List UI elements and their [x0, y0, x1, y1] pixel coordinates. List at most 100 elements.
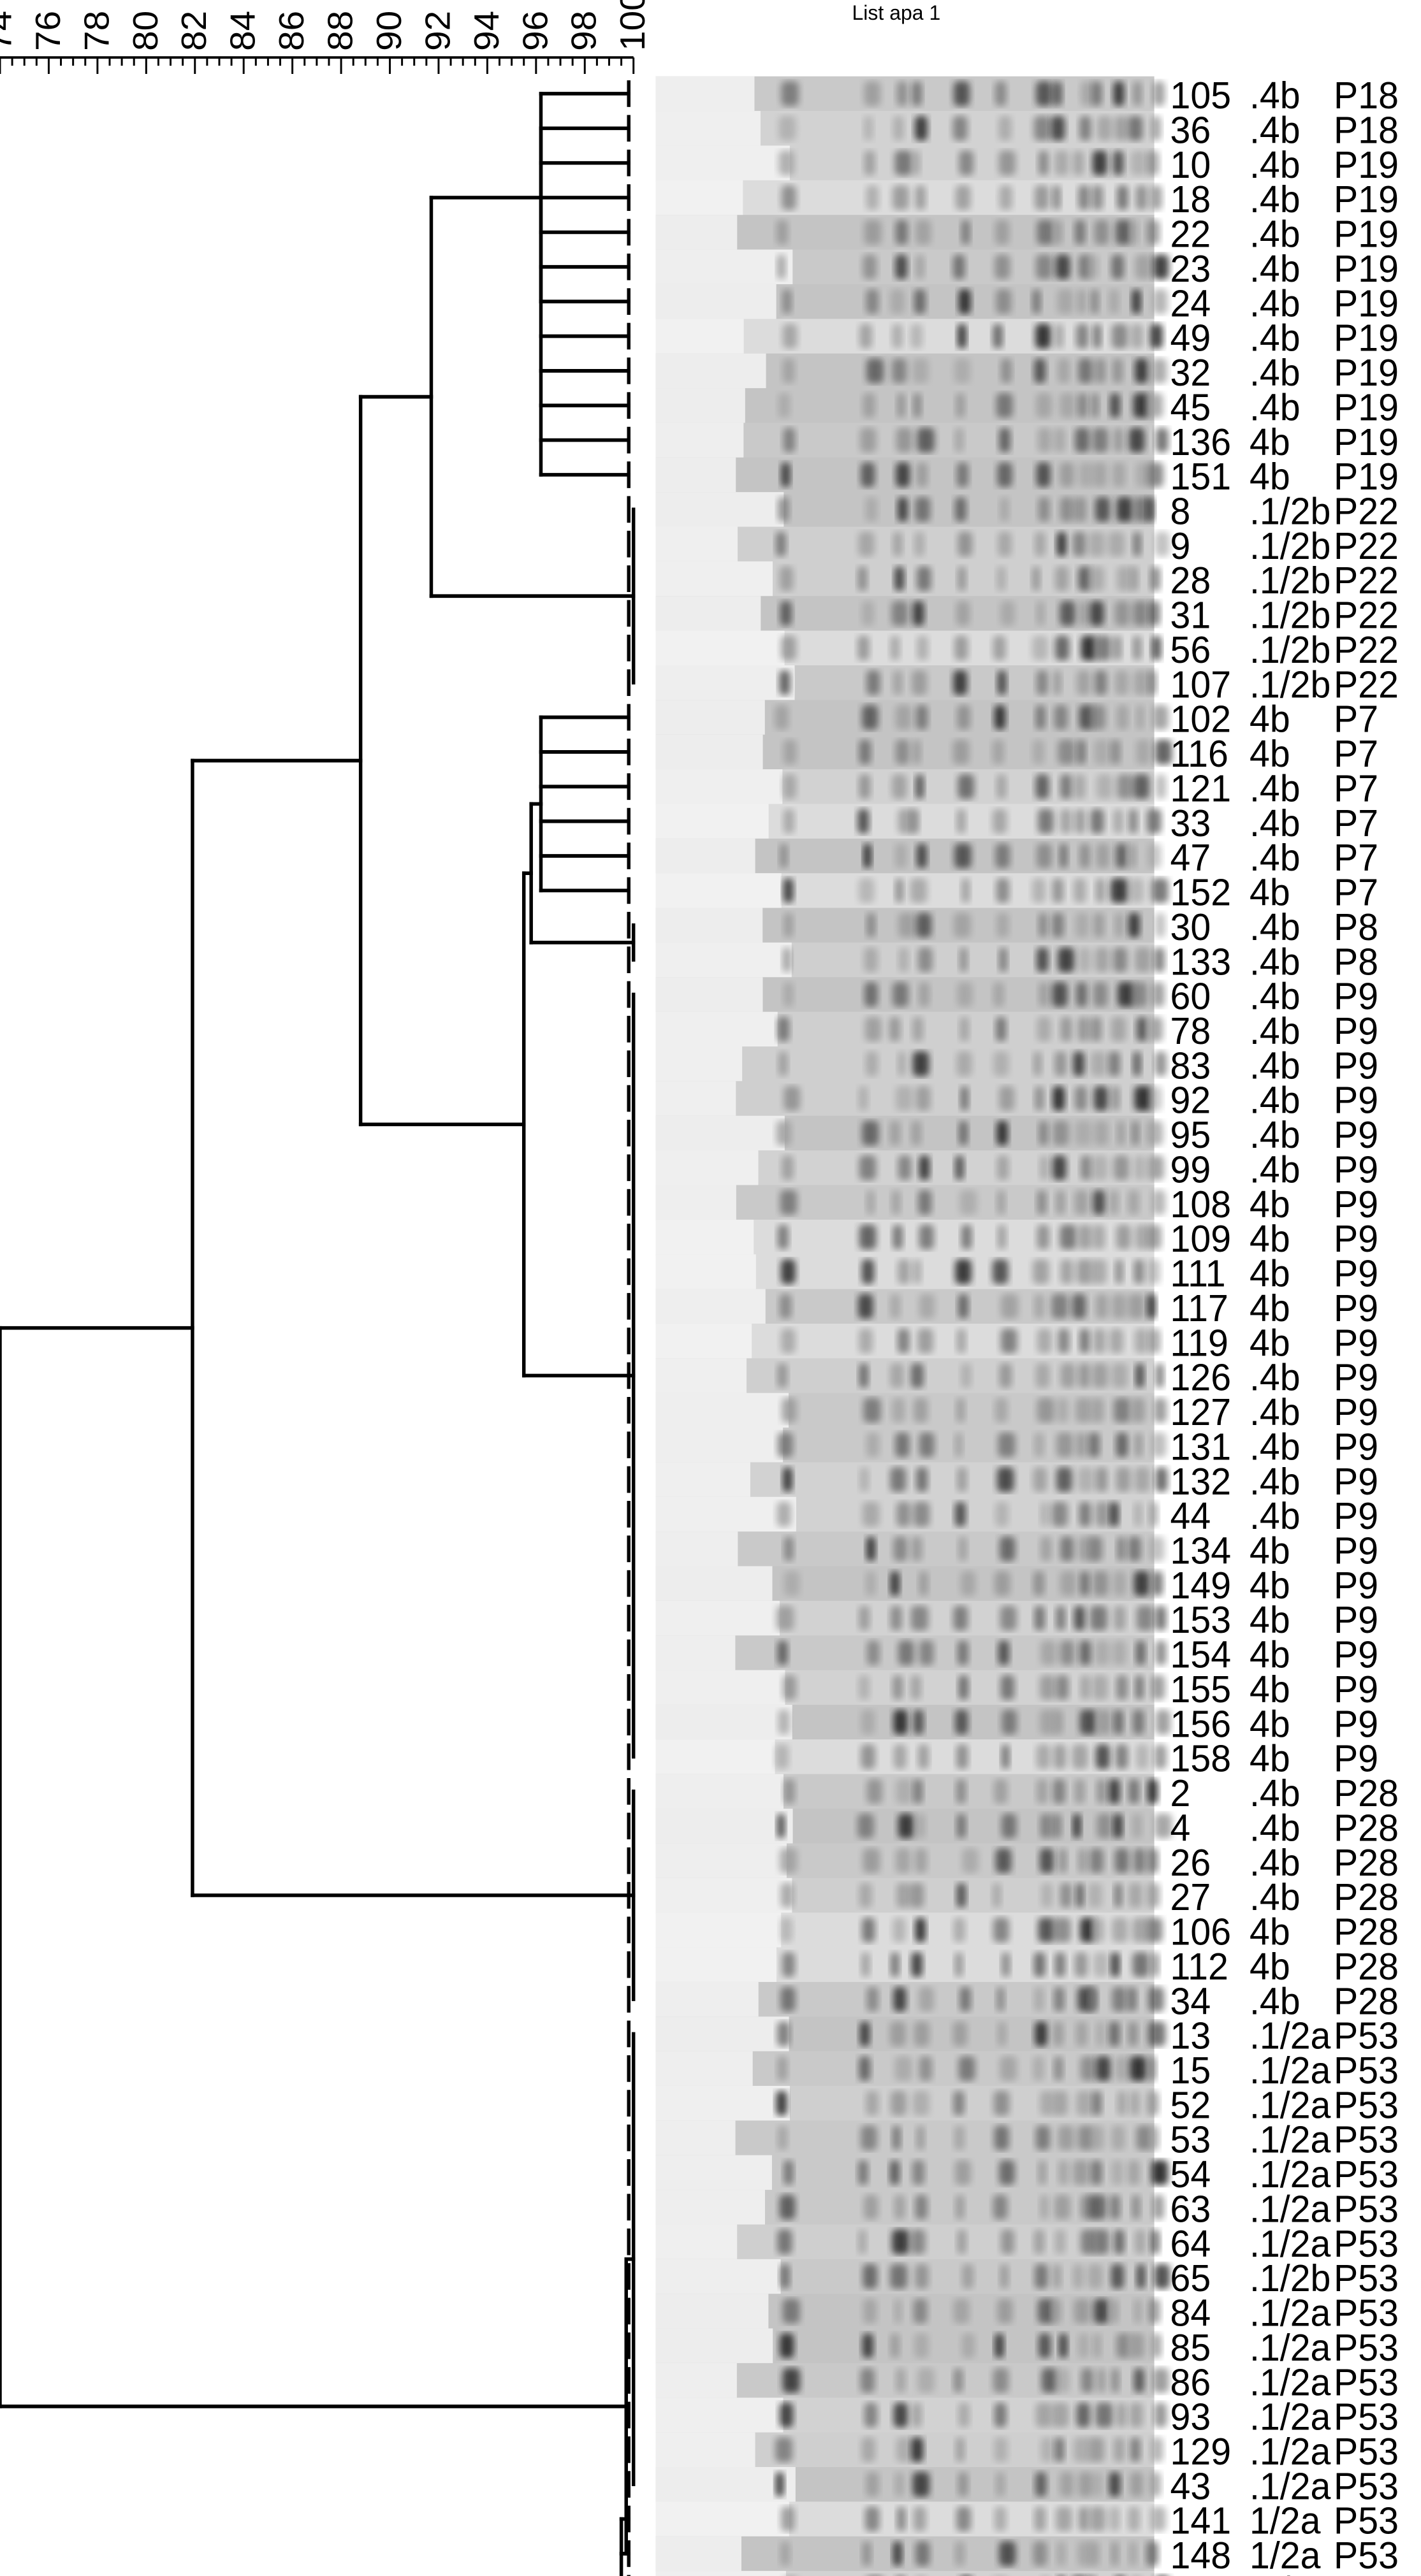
isolate-id-label: 105	[1170, 75, 1232, 117]
gel-lane	[655, 2363, 1169, 2399]
pulsotype-label: P28	[1334, 1807, 1399, 1849]
gel-lane	[655, 1670, 1165, 1706]
gel-lane	[655, 1739, 1167, 1775]
serotype-label: .1/2a	[1250, 2292, 1331, 2334]
serotype-label: .4b	[1250, 1842, 1301, 1884]
gel-lane	[655, 1496, 1158, 1533]
scale-tick-label: 88	[321, 11, 360, 51]
isolate-id-label: 102	[1170, 698, 1232, 741]
scale-tick-label: 96	[516, 11, 555, 51]
pulsotype-label: P9	[1334, 1703, 1378, 1745]
isolate-id-label: 112	[1170, 1946, 1228, 1988]
isolate-id-label: 44	[1170, 1495, 1211, 1537]
gel-lane	[655, 1531, 1165, 1567]
gel-image	[655, 76, 1172, 2576]
isolate-id-label: 8	[1170, 491, 1191, 533]
pulsotype-label: P7	[1334, 733, 1378, 775]
pulsotype-label: P22	[1334, 560, 1399, 602]
isolate-id-label: 108	[1170, 1183, 1232, 1226]
gel-lane	[655, 492, 1155, 528]
pulsotype-label: P7	[1334, 802, 1378, 844]
isolate-id-label: 60	[1170, 976, 1211, 1018]
pulsotype-label: P22	[1334, 491, 1399, 533]
gel-lane	[655, 388, 1163, 424]
isolate-id-label: 52	[1170, 2084, 1211, 2126]
serotype-label: .4b	[1250, 976, 1301, 1018]
gel-lane	[655, 2294, 1160, 2329]
serotype-label: .4b	[1250, 906, 1301, 948]
pulsotype-label: P28	[1334, 1911, 1399, 1953]
figure-title: List apa 1	[852, 1, 941, 24]
isolate-id-label: 36	[1170, 110, 1211, 152]
serotype-label: 4b	[1250, 1322, 1290, 1364]
scale-tick-label: 76	[29, 11, 68, 51]
pulsotype-label: P9	[1334, 1530, 1378, 1572]
serotype-label: .4b	[1250, 941, 1301, 983]
pulsotype-label: P9	[1334, 1183, 1378, 1226]
serotype-label: .1/2b	[1250, 491, 1330, 533]
isolate-id-label: 33	[1170, 802, 1211, 844]
pulsotype-label: P18	[1334, 110, 1399, 152]
pulsotype-label: P28	[1334, 1772, 1399, 1814]
gel-lane	[655, 215, 1160, 250]
serotype-label: .1/2a	[1250, 2119, 1331, 2161]
isolate-id-label: 83	[1170, 1045, 1211, 1087]
gel-lane	[655, 2224, 1160, 2261]
pulsotype-label: P28	[1334, 1876, 1399, 1918]
gel-lane	[655, 2501, 1167, 2538]
serotype-label: 4b	[1250, 698, 1290, 741]
gel-lane	[655, 1947, 1160, 1983]
gel-lane	[655, 1428, 1167, 1463]
serotype-label: .1/2a	[1250, 2223, 1331, 2265]
isolate-id-label: 149	[1170, 1565, 1232, 1607]
pulsotype-label: P53	[1334, 2223, 1399, 2265]
isolate-id-label: 86	[1170, 2361, 1211, 2403]
serotype-label: .1/2b	[1250, 525, 1330, 567]
gel-lane	[655, 145, 1159, 182]
scale-tick-label: 90	[370, 11, 409, 51]
isolate-id-label: 85	[1170, 2327, 1211, 2369]
isolate-id-label: 156	[1170, 1703, 1232, 1745]
pulsotype-label: P9	[1334, 1391, 1378, 1433]
isolate-id-label: 56	[1170, 629, 1211, 671]
pulsotype-label: P19	[1334, 282, 1399, 324]
serotype-label: .1/2b	[1250, 663, 1330, 706]
gel-lane	[655, 423, 1169, 459]
gel-lane	[655, 1081, 1162, 1117]
serotype-label: .4b	[1250, 802, 1301, 844]
isolate-id-label: 84	[1170, 2292, 1211, 2334]
pulsotype-label: P9	[1334, 1599, 1378, 1641]
gel-lane	[655, 1774, 1158, 1810]
serotype-label: .4b	[1250, 1980, 1301, 2022]
scale-tick-label: 82	[175, 11, 214, 51]
serotype-label: .1/2a	[1250, 2153, 1331, 2196]
pulsotype-label: P53	[1334, 2570, 1399, 2576]
gel-lane	[655, 2259, 1170, 2295]
serotype-label: .1/2a	[1250, 2327, 1331, 2369]
serotype-label: 4b	[1250, 1183, 1290, 1226]
serotype-label: .4b	[1250, 1461, 1301, 1503]
serotype-label: .4b	[1250, 1045, 1301, 1087]
scale-tick-label: 74	[0, 11, 18, 51]
serotype-label: .1/2b	[1250, 2257, 1330, 2299]
gel-lane	[655, 1878, 1160, 1914]
serotype-label: .1/2a	[1250, 2570, 1331, 2576]
isolate-id-label: 116	[1170, 733, 1228, 775]
serotype-label: .4b	[1250, 317, 1301, 359]
scale-tick-label: 80	[126, 11, 165, 51]
serotype-label: 4b	[1250, 1634, 1290, 1676]
gel-lane	[655, 2398, 1167, 2433]
serotype-label: .4b	[1250, 178, 1301, 221]
isolate-id-label: 126	[1170, 1357, 1232, 1399]
serotype-label: .4b	[1250, 110, 1301, 152]
isolate-id-label: 54	[1170, 2153, 1211, 2196]
isolate-id-label: 106	[1170, 1911, 1232, 1953]
serotype-label: 4b	[1250, 421, 1290, 463]
gel-lane	[655, 769, 1167, 805]
isolate-id-label: 133	[1170, 941, 1232, 983]
pulsotype-label: P53	[1334, 2292, 1399, 2334]
isolate-id-label: 28	[1170, 560, 1211, 602]
isolate-id-label: 134	[1170, 1530, 1232, 1572]
gel-lane	[655, 526, 1170, 563]
pulsotype-label: P9	[1334, 1565, 1378, 1607]
